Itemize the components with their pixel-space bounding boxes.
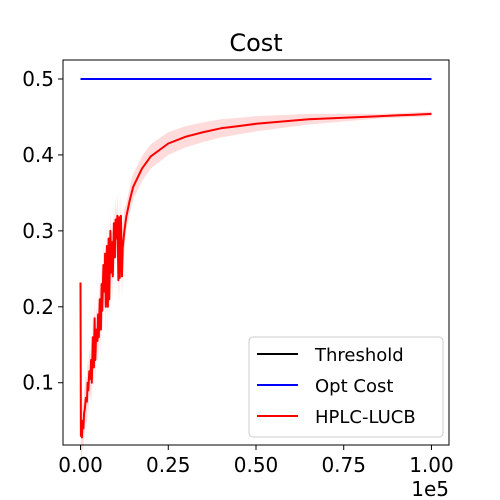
- legend: Threshold Opt Cost HPLC-LUCB: [248, 336, 444, 438]
- y-tick-label: 0.2: [22, 295, 54, 319]
- y-tick-label: 0.5: [22, 67, 54, 91]
- series-layer: [79, 78, 432, 439]
- x-tick-label: 0.50: [234, 453, 279, 477]
- x-tick-label: 0.25: [146, 453, 191, 477]
- y-tick-label: 0.4: [22, 143, 54, 167]
- legend-label-opt-cost: Opt Cost: [315, 376, 393, 397]
- chart-title: Cost: [229, 29, 282, 57]
- y-tick-label: 0.3: [22, 219, 54, 243]
- series-line-hplc-lucb: [79, 112, 432, 439]
- x-tick-label: 1.00: [409, 453, 454, 477]
- x-tick-label: 0.00: [58, 453, 103, 477]
- y-axis: 0.1 0.2 0.3 0.4 0.5: [22, 67, 63, 395]
- x-axis: 0.00 0.25 0.50 0.75 1.00: [58, 445, 454, 477]
- legend-label-threshold: Threshold: [314, 345, 404, 366]
- x-tick-label: 0.75: [321, 453, 366, 477]
- y-tick-label: 0.1: [22, 371, 54, 395]
- legend-box: [248, 336, 444, 438]
- legend-label-hplc-lucb: HPLC-LUCB: [315, 407, 416, 428]
- x-axis-offset-text: 1e5: [411, 477, 449, 500]
